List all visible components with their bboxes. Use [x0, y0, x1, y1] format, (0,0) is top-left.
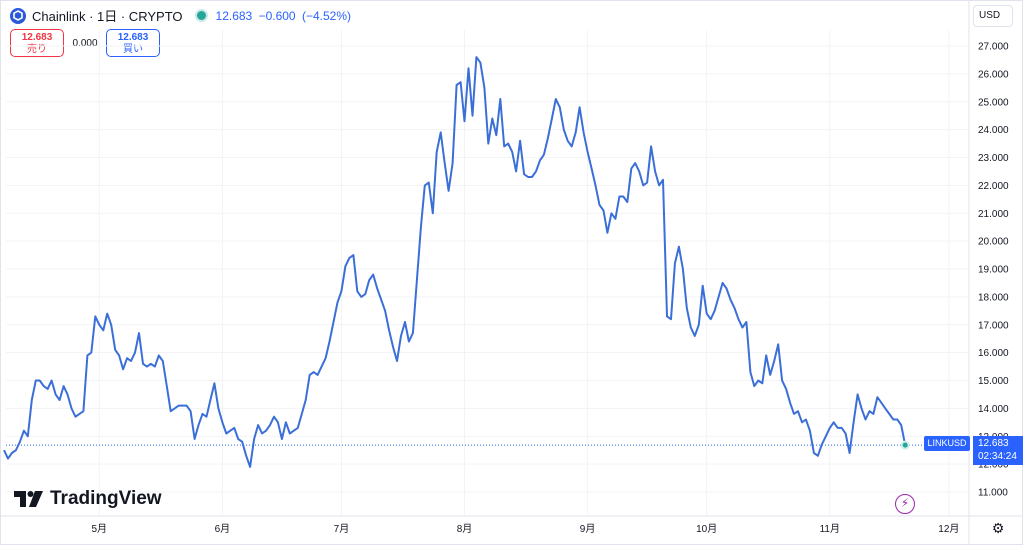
last-price-label: 12.683 02:34:24 [973, 436, 1023, 465]
y-tick-label: 25.000 [978, 97, 1009, 108]
x-tick-label: 8月 [457, 523, 473, 535]
y-tick-label: 16.000 [978, 348, 1009, 359]
x-tick-label: 12月 [938, 523, 959, 535]
last-price-value: 12.683 [978, 438, 1009, 449]
spread-value: 0.000 [72, 37, 98, 49]
last-price-dot [900, 440, 910, 450]
y-tick-label: 15.000 [978, 376, 1009, 387]
y-tick-label: 19.000 [978, 265, 1009, 276]
lightning-icon[interactable]: ⚡ [895, 494, 915, 514]
sell-price: 12.683 [21, 32, 53, 43]
trade-panel: 12.683 売り 0.000 12.683 買い [10, 29, 160, 57]
buy-price: 12.683 [117, 32, 149, 43]
x-tick-label: 6月 [215, 523, 231, 535]
currency-selector[interactable]: USD [973, 5, 1013, 27]
bar-countdown: 02:34:24 [978, 451, 1017, 462]
sell-label: 売り [27, 44, 47, 55]
brand-name: TradingView [50, 488, 162, 509]
symbol-price-tag: LINKUSD [924, 436, 970, 451]
y-tick-label: 24.000 [978, 125, 1009, 136]
y-tick-label: 21.000 [978, 209, 1009, 220]
x-tick-label: 5月 [91, 523, 107, 535]
x-tick-label: 9月 [580, 523, 596, 535]
y-tick-label: 22.000 [978, 181, 1009, 192]
tradingview-logo[interactable]: TradingView [14, 488, 162, 510]
symbol-legend[interactable]: Chainlink · 1日 · CRYPTO 12.683 −0.600 (−… [10, 6, 354, 25]
y-tick-label: 18.000 [978, 292, 1009, 303]
tradingview-mark-icon [14, 491, 43, 507]
quote-values: 12.683 −0.600 (−4.52%) [216, 9, 354, 23]
series-line-linkusd [3, 56, 907, 468]
market-open-dot [194, 9, 208, 22]
buy-label: 買い [123, 44, 143, 55]
y-tick-label: 27.000 [978, 42, 1009, 53]
last-price: 12.683 [215, 8, 253, 23]
y-tick-label: 11.000 [978, 488, 1008, 499]
chainlink-hexagon-icon [10, 7, 26, 24]
buy-button[interactable]: 12.683 買い [106, 29, 160, 57]
price-change: −0.600 [258, 8, 296, 23]
y-tick-label: 26.000 [978, 69, 1009, 80]
symbol-title: Chainlink · 1日 · CRYPTO [32, 9, 183, 24]
x-tick-label: 10月 [696, 523, 717, 535]
y-tick-label: 17.000 [978, 320, 1009, 331]
x-tick-label: 11月 [820, 523, 840, 535]
price-change-pct: (−4.52%) [301, 8, 351, 23]
y-tick-label: 23.000 [978, 153, 1009, 164]
x-tick-label: 7月 [334, 523, 350, 535]
y-tick-label: 12.000 [978, 460, 1009, 471]
y-tick-label: 20.000 [978, 237, 1009, 248]
gear-icon[interactable]: ⚙ [991, 520, 1005, 536]
sell-button[interactable]: 12.683 売り [10, 29, 64, 57]
y-tick-label: 14.000 [978, 404, 1009, 415]
